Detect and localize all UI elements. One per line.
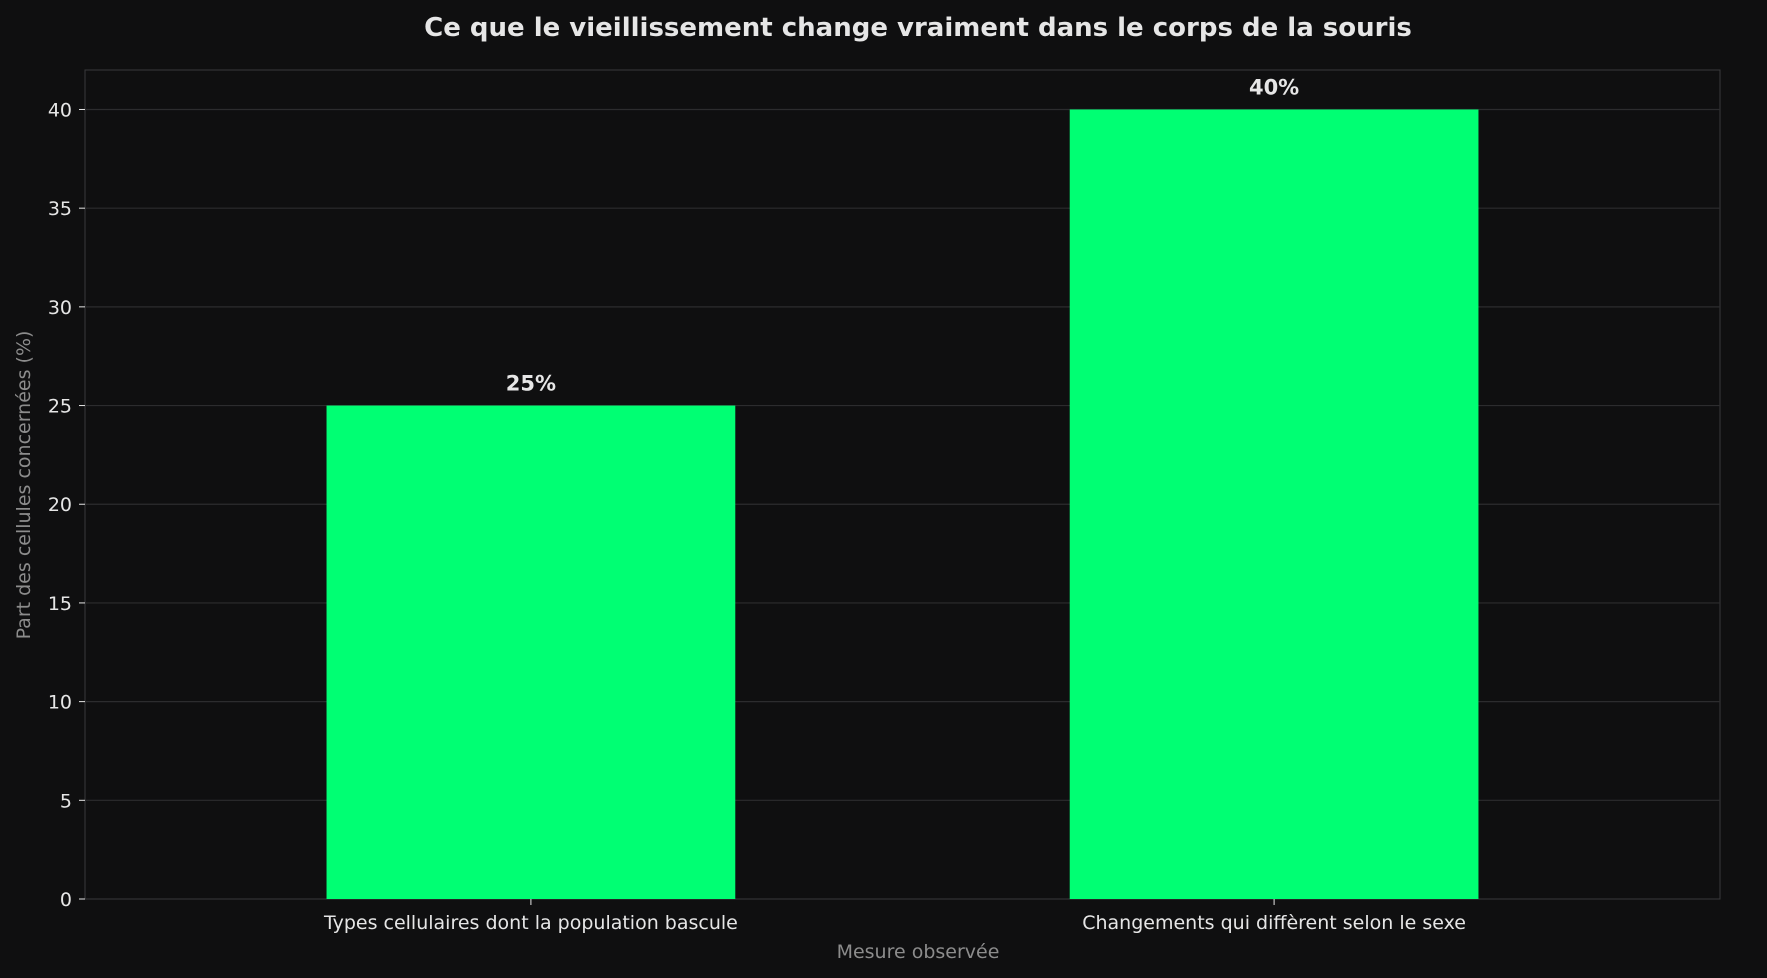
x-tick-label: Types cellulaires dont la population bas… (323, 912, 738, 934)
x-axis-label: Mesure observée (837, 941, 1000, 963)
bar-value-label: 40% (1249, 75, 1299, 99)
y-tick-label: 35 (48, 198, 72, 220)
y-tick-label: 25 (48, 396, 72, 418)
y-tick-label: 30 (48, 297, 72, 319)
x-axis: Types cellulaires dont la population bas… (323, 899, 1466, 934)
y-tick-label: 5 (60, 790, 72, 812)
bars (326, 109, 1479, 899)
y-tick-label: 10 (48, 692, 72, 714)
y-tick-label: 0 (60, 889, 72, 911)
bar (1069, 109, 1479, 899)
data-labels: 25% 40% (506, 75, 1299, 395)
y-axis-label: Part des cellules concernées (%) (13, 331, 35, 640)
y-tick-label: 15 (48, 593, 72, 615)
y-tick-label: 40 (48, 99, 72, 121)
y-axis: 0 5 10 15 20 25 30 35 40 (48, 99, 85, 911)
bar (326, 405, 736, 899)
x-tick-label: Changements qui diffèrent selon le sexe (1082, 912, 1466, 934)
chart-title: Ce que le vieillissement change vraiment… (424, 13, 1412, 43)
y-tick-label: 20 (48, 494, 72, 516)
bar-value-label: 25% (506, 372, 556, 396)
